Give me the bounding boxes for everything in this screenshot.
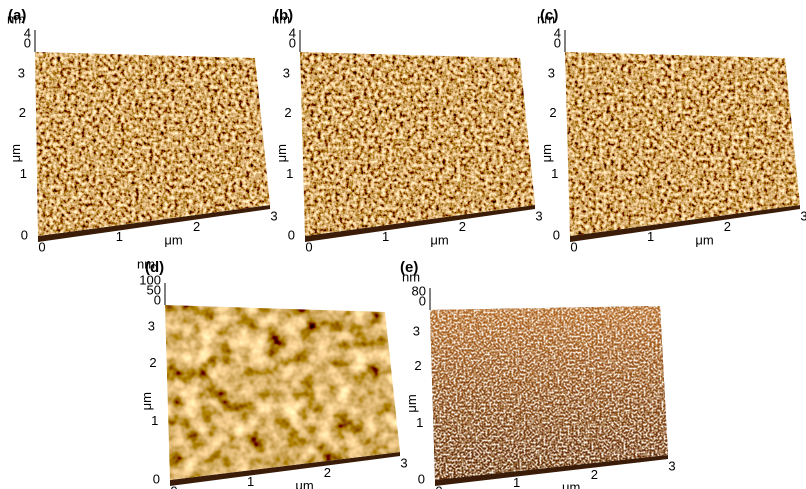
x-tick-label: 0 bbox=[305, 239, 312, 254]
x-tick-label: 1 bbox=[647, 229, 654, 244]
z-tick-label: 0 bbox=[289, 35, 296, 50]
x-unit: μm bbox=[295, 478, 313, 489]
y-unit: μm bbox=[539, 144, 554, 162]
y-tick-label: 2 bbox=[19, 105, 26, 120]
x-unit: μm bbox=[164, 232, 182, 247]
y-tick-label: 2 bbox=[149, 355, 156, 370]
y-tick-label: 3 bbox=[18, 65, 25, 80]
x-tick-label: 2 bbox=[459, 219, 466, 234]
y-tick-label: 2 bbox=[549, 105, 556, 120]
figure: (a)nm400123μm0123μm(b)nm400123μm0123μm(c… bbox=[0, 0, 806, 489]
z-unit: nm bbox=[402, 269, 420, 284]
y-tick-label: 0 bbox=[418, 471, 425, 486]
x-tick-label: 0 bbox=[170, 483, 177, 489]
x-tick-label: 2 bbox=[324, 465, 331, 480]
z-unit: nm bbox=[137, 256, 155, 271]
x-tick-label: 1 bbox=[382, 229, 389, 244]
x-tick-label: 1 bbox=[247, 474, 254, 489]
x-tick-label: 3 bbox=[270, 208, 277, 223]
y-unit: μm bbox=[274, 144, 289, 162]
surface bbox=[300, 52, 535, 236]
x-tick-label: 0 bbox=[435, 483, 442, 489]
x-unit: μm bbox=[562, 480, 580, 489]
x-tick-label: 3 bbox=[400, 455, 407, 470]
y-tick-label: 3 bbox=[413, 323, 420, 338]
y-tick-label: 3 bbox=[148, 318, 155, 333]
z-tick-label: 0 bbox=[554, 35, 561, 50]
x-tick-label: 2 bbox=[591, 467, 598, 482]
y-tick-label: 1 bbox=[20, 166, 27, 181]
y-tick-label: 2 bbox=[414, 358, 421, 373]
z-tick-label: 0 bbox=[154, 292, 161, 307]
afm-panel: (e)nm8000123μm0123μm bbox=[400, 259, 676, 489]
z-unit: nm bbox=[272, 11, 290, 26]
y-unit: μm bbox=[404, 394, 419, 412]
x-unit: μm bbox=[695, 232, 713, 247]
x-tick-label: 3 bbox=[535, 208, 542, 223]
x-tick-label: 3 bbox=[800, 208, 806, 223]
y-tick-label: 0 bbox=[288, 227, 295, 242]
z-unit: nm bbox=[7, 11, 25, 26]
y-tick-label: 1 bbox=[151, 413, 158, 428]
surface bbox=[430, 306, 668, 480]
y-tick-label: 3 bbox=[283, 65, 290, 80]
x-tick-label: 3 bbox=[668, 458, 675, 473]
y-tick-label: 1 bbox=[551, 166, 558, 181]
x-unit: μm bbox=[430, 232, 448, 247]
y-tick-label: 1 bbox=[416, 415, 423, 430]
surface bbox=[565, 52, 800, 236]
x-tick-label: 0 bbox=[570, 239, 577, 254]
y-tick-label: 1 bbox=[286, 166, 293, 181]
y-unit: μm bbox=[139, 392, 154, 410]
x-tick-label: 2 bbox=[193, 219, 200, 234]
afm-panel: (d)nm1005000123μm0123μm bbox=[137, 256, 408, 489]
z-tick-label: 0 bbox=[419, 293, 426, 308]
surface bbox=[165, 305, 400, 480]
y-tick-label: 0 bbox=[21, 227, 28, 242]
y-tick-label: 3 bbox=[548, 65, 555, 80]
z-tick-label: 0 bbox=[24, 35, 31, 50]
y-unit: μm bbox=[8, 144, 23, 162]
y-tick-label: 2 bbox=[284, 105, 291, 120]
z-unit: nm bbox=[537, 11, 555, 26]
x-tick-label: 2 bbox=[724, 219, 731, 234]
y-tick-label: 0 bbox=[153, 471, 160, 486]
surface bbox=[35, 52, 270, 236]
x-tick-label: 0 bbox=[38, 239, 45, 254]
y-tick-label: 0 bbox=[553, 227, 560, 242]
x-tick-label: 1 bbox=[116, 229, 123, 244]
x-tick-label: 1 bbox=[513, 475, 520, 489]
